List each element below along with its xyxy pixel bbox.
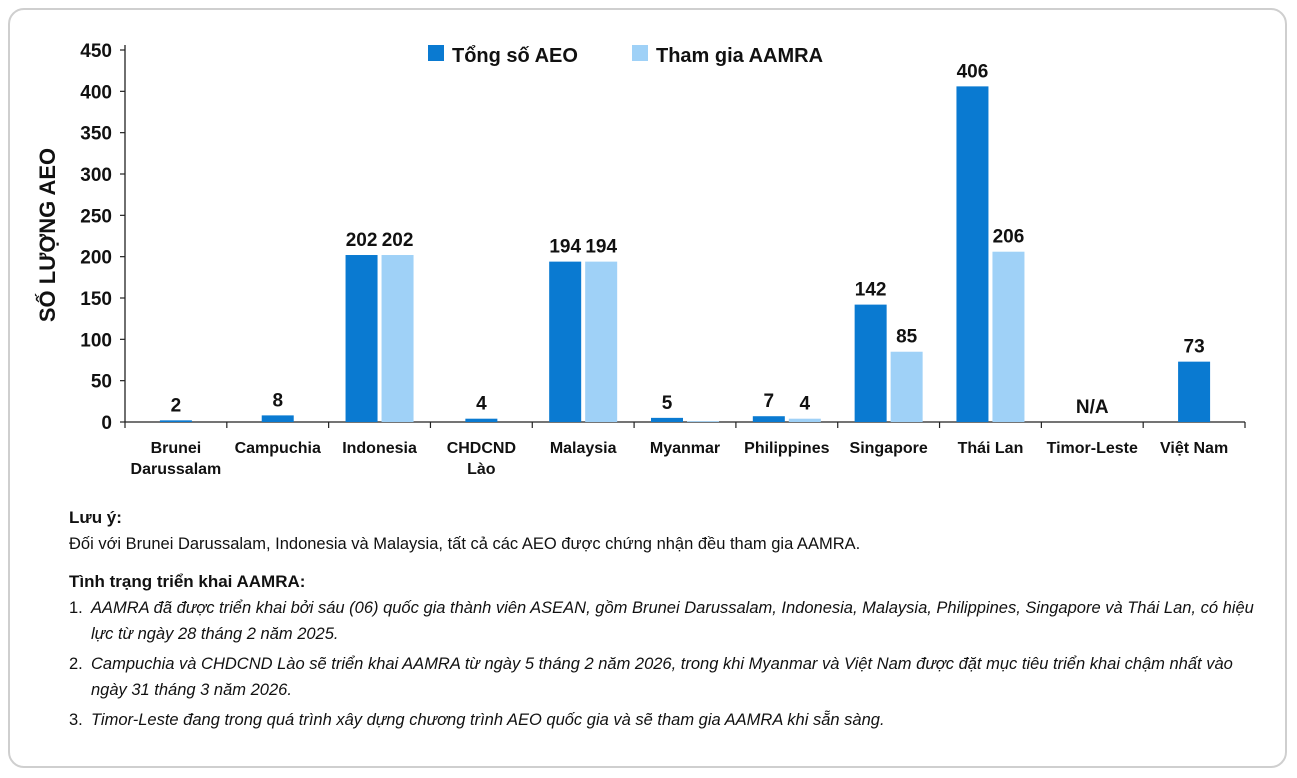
bar-tong-so-aeo xyxy=(465,418,498,422)
status-item-text: Timor-Leste đang trong quá trình xây dựn… xyxy=(91,711,885,729)
y-tick-label: 200 xyxy=(80,248,112,269)
data-label: 4 xyxy=(800,394,811,415)
bar-tham-gia-aamra xyxy=(788,418,821,422)
status-item: 2. Campuchia và CHDCND Lào sẽ triển khai … xyxy=(69,651,1259,703)
bar-tham-gia-aamra xyxy=(687,421,719,422)
bar-tham-gia-aamra xyxy=(890,351,923,422)
y-tick-label: 100 xyxy=(80,330,112,351)
bar-tong-so-aeo xyxy=(261,415,294,422)
status-item-number: 1. xyxy=(69,599,83,617)
data-label: 85 xyxy=(896,327,918,348)
bar-tong-so-aeo xyxy=(345,255,378,422)
chart-card xyxy=(8,8,1287,768)
x-category-label: Darussalam xyxy=(131,461,222,478)
x-category-label: Campuchia xyxy=(235,440,321,457)
y-tick-label: 50 xyxy=(91,372,112,393)
bar-chart: 0 50 100 150 200 250 300 350 400 450 SỐ LƯỢNG AEO 2… xyxy=(34,41,1246,478)
x-category-label: Timor-Leste xyxy=(1047,440,1138,457)
data-label: 7 xyxy=(764,391,775,412)
data-label: 8 xyxy=(272,390,283,411)
data-label: 206 xyxy=(993,227,1025,248)
status-item: 1. AAMRA đã được triển khai bởi sáu (06) … xyxy=(69,595,1259,647)
status-title: Tình trạng triển khai AAMRA: xyxy=(69,572,306,591)
data-label: 4 xyxy=(476,394,487,415)
notes-section: Lưu ý: Đối với Brunei Darussalam, Indone… xyxy=(69,505,1259,737)
bar-tong-so-aeo xyxy=(1178,361,1211,422)
bar-tham-gia-aamra xyxy=(381,255,414,422)
x-category-label: Brunei xyxy=(151,440,202,457)
data-label: 202 xyxy=(346,230,378,251)
x-category-label: CHDCND xyxy=(447,440,516,457)
data-label: 73 xyxy=(1184,337,1205,358)
legend-swatch xyxy=(428,45,444,61)
data-label: 194 xyxy=(585,237,617,258)
y-axis-label: SỐ LƯỢNG AEO xyxy=(34,148,60,322)
y-tick-label: 0 xyxy=(101,413,112,434)
x-category-label: Indonesia xyxy=(342,440,417,457)
data-label: 194 xyxy=(549,237,581,258)
bar-tong-so-aeo xyxy=(651,417,683,422)
x-category-label: Thái Lan xyxy=(958,440,1024,457)
data-label: 142 xyxy=(855,280,887,301)
x-category-label: Malaysia xyxy=(550,440,617,457)
status-list: 1. AAMRA đã được triển khai bởi sáu (06) … xyxy=(69,595,1259,733)
data-label: 2 xyxy=(171,395,182,416)
x-category-label: Việt Nam xyxy=(1160,440,1228,457)
y-tick-label: 300 xyxy=(80,165,112,186)
status-item-text: Campuchia và CHDCND Lào sẽ triển khai AA… xyxy=(91,655,1233,699)
bar-tong-so-aeo xyxy=(549,261,582,422)
note-title: Lưu ý: xyxy=(69,508,122,527)
status-item-number: 3. xyxy=(69,711,83,729)
bar-tong-so-aeo xyxy=(752,416,785,422)
bar-tong-so-aeo xyxy=(854,304,887,422)
status-item-text: AAMRA đã được triển khai bởi sáu (06) qu… xyxy=(91,599,1254,643)
x-category-label: Lào xyxy=(467,461,496,478)
data-label: 5 xyxy=(662,393,673,414)
legend-label: Tham gia AAMRA xyxy=(656,45,823,67)
y-tick-label: 250 xyxy=(80,206,112,227)
y-tick-label: 350 xyxy=(80,124,112,145)
bar-tham-gia-aamra xyxy=(585,261,618,422)
y-tick-label: 450 xyxy=(80,41,112,62)
data-label: 202 xyxy=(382,230,414,251)
y-tick-label: 150 xyxy=(80,289,112,310)
status-item-number: 2. xyxy=(69,655,83,673)
data-label: 406 xyxy=(957,61,989,82)
bar-tong-so-aeo xyxy=(956,86,989,422)
bar-tong-so-aeo xyxy=(159,420,192,422)
legend-swatch xyxy=(632,45,648,61)
x-category-label: Myanmar xyxy=(650,440,720,457)
data-label: N/A xyxy=(1076,397,1109,418)
legend-label: Tổng số AEO xyxy=(452,45,578,67)
bar-tham-gia-aamra xyxy=(992,251,1025,422)
x-category-label: Philippines xyxy=(744,440,829,457)
note-text: Đối với Brunei Darussalam, Indonesia và … xyxy=(69,535,861,553)
status-item: 3. Timor-Leste đang trong quá trình xây d… xyxy=(69,707,1259,733)
y-tick-label: 400 xyxy=(80,82,112,103)
x-category-label: Singapore xyxy=(850,440,928,457)
